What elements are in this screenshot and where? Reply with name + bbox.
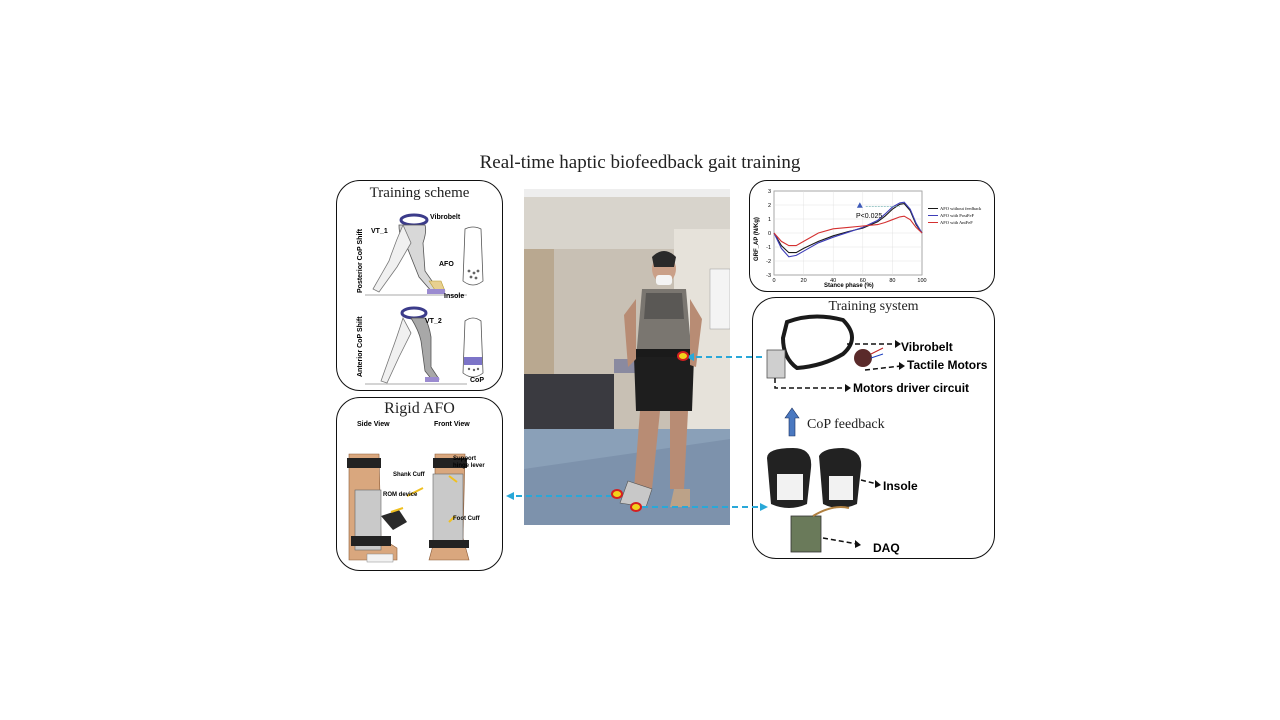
y-tick-label: 0 xyxy=(768,231,771,237)
training-scheme-title: Training scheme xyxy=(369,185,470,201)
side-view-strap-top xyxy=(347,458,381,468)
training-system-title: Training system xyxy=(828,299,919,314)
support-hinge-label: Support hinge lever xyxy=(453,456,485,469)
walking-subject-photo xyxy=(524,189,730,525)
afo-illustration xyxy=(347,453,470,563)
vt2-label: VT_2 xyxy=(425,318,442,325)
x-tick-label: 20 xyxy=(801,278,807,284)
x-tick-label: 0 xyxy=(772,278,775,284)
posterior-cop-label: Posterior CoP Shift xyxy=(357,228,364,293)
x-tick-label: 80 xyxy=(889,278,895,284)
x-tick-label: 40 xyxy=(830,278,836,284)
training-system-panel: Training system Vibrobelt Tactile Motors… xyxy=(752,297,995,559)
legend-item: AFO with PostFeF xyxy=(928,212,981,219)
legend-swatch-1 xyxy=(928,214,938,217)
tactile-motor xyxy=(854,349,872,367)
grf-chart-panel: 0 20 40 60 80 100 3 2 1 0 -1 -2 -3 Stance phase (%) … xyxy=(749,180,995,292)
vibrobelt-loop xyxy=(780,314,854,371)
tactile-motors-label: Tactile Motors xyxy=(907,358,988,372)
walking-subject-scene xyxy=(524,189,730,525)
legend-label-1: AFO with PostFeF xyxy=(940,213,975,218)
series-line-1 xyxy=(773,201,923,258)
legend-item: AFO without feedback xyxy=(928,205,981,212)
y-tick-label: 1 xyxy=(768,217,771,223)
figure-title: Real-time haptic biofeedback gait traini… xyxy=(479,152,801,173)
series-line-0 xyxy=(773,203,923,254)
significance-triangle xyxy=(856,202,863,208)
vibrobelt-label-system: Vibrobelt xyxy=(901,340,953,354)
y-tick-label: -1 xyxy=(766,245,771,251)
x-tick-label: 60 xyxy=(860,278,866,284)
vt1-label: VT_1 xyxy=(371,228,388,235)
foot-cuff-label: Foot Cuff xyxy=(453,516,480,522)
legend-swatch-0 xyxy=(928,207,938,210)
cop-label: CoP xyxy=(470,377,484,384)
leg-front-top xyxy=(372,224,412,293)
rom-device-label: ROM device xyxy=(383,492,418,498)
daq-label: DAQ xyxy=(873,541,900,555)
insole-top xyxy=(427,289,445,294)
side-view-label: Side View xyxy=(357,421,390,428)
series-line-2 xyxy=(773,215,923,247)
motors-driver-label: Motors driver circuit xyxy=(853,381,970,395)
insole-label-scheme: Insole xyxy=(444,293,465,300)
vibrobelt-on-subject xyxy=(636,349,692,357)
anterior-cop-label: Anterior CoP Shift xyxy=(357,316,364,377)
legend-swatch-2 xyxy=(928,221,938,224)
shank-cuff-label: Shank Cuff xyxy=(393,472,425,478)
y-tick-label: -2 xyxy=(766,259,771,265)
legend-label-0: AFO without feedback xyxy=(940,206,982,211)
y-tick-label: 2 xyxy=(768,203,771,209)
rigid-afo-title: Rigid AFO xyxy=(384,400,455,417)
legend-item: AFO with AntFeF xyxy=(928,219,981,226)
cop-feedback-arrow xyxy=(784,407,800,437)
x-tick-label: 100 xyxy=(917,278,926,284)
y-tick-label: 3 xyxy=(768,189,771,195)
grf-legend: AFO without feedback AFO with PostFeF AF… xyxy=(928,205,981,226)
afo-label-scheme: AFO xyxy=(439,261,454,268)
daq-board xyxy=(790,515,822,553)
front-view-label: Front View xyxy=(434,421,470,428)
grf-ylabel: GRF_AP (N/Kg) xyxy=(754,217,760,261)
vibrobelt-ring-top xyxy=(399,213,429,227)
training-scheme-panel: Training scheme Posterior CoP Shift Ante… xyxy=(336,180,503,391)
vibrobelt-ring-bottom xyxy=(400,306,428,320)
y-tick-label: -3 xyxy=(766,273,771,279)
cop-feedback-label: CoP feedback xyxy=(807,417,885,432)
training-scheme-illustration xyxy=(365,213,484,385)
insole-label-system: Insole xyxy=(883,479,918,493)
legend-label-2: AFO with AntFeF xyxy=(940,220,973,225)
training-system-illustration xyxy=(766,314,905,553)
vibrobelt-label-scheme: Vibrobelt xyxy=(430,214,461,221)
grf-chart: 0 20 40 60 80 100 3 2 1 0 -1 -2 -3 xyxy=(766,189,926,284)
leg-back-bottom xyxy=(410,317,440,382)
grf-xlabel: Stance phase (%) xyxy=(824,283,874,289)
insole-outline-top xyxy=(462,226,484,286)
rom-device-shape xyxy=(381,510,407,530)
driver-box xyxy=(766,349,786,379)
grf-annotation: P<0.025 xyxy=(856,213,883,220)
rigid-afo-panel: Rigid AFO Side View Front View Shank Cuf… xyxy=(336,397,503,571)
